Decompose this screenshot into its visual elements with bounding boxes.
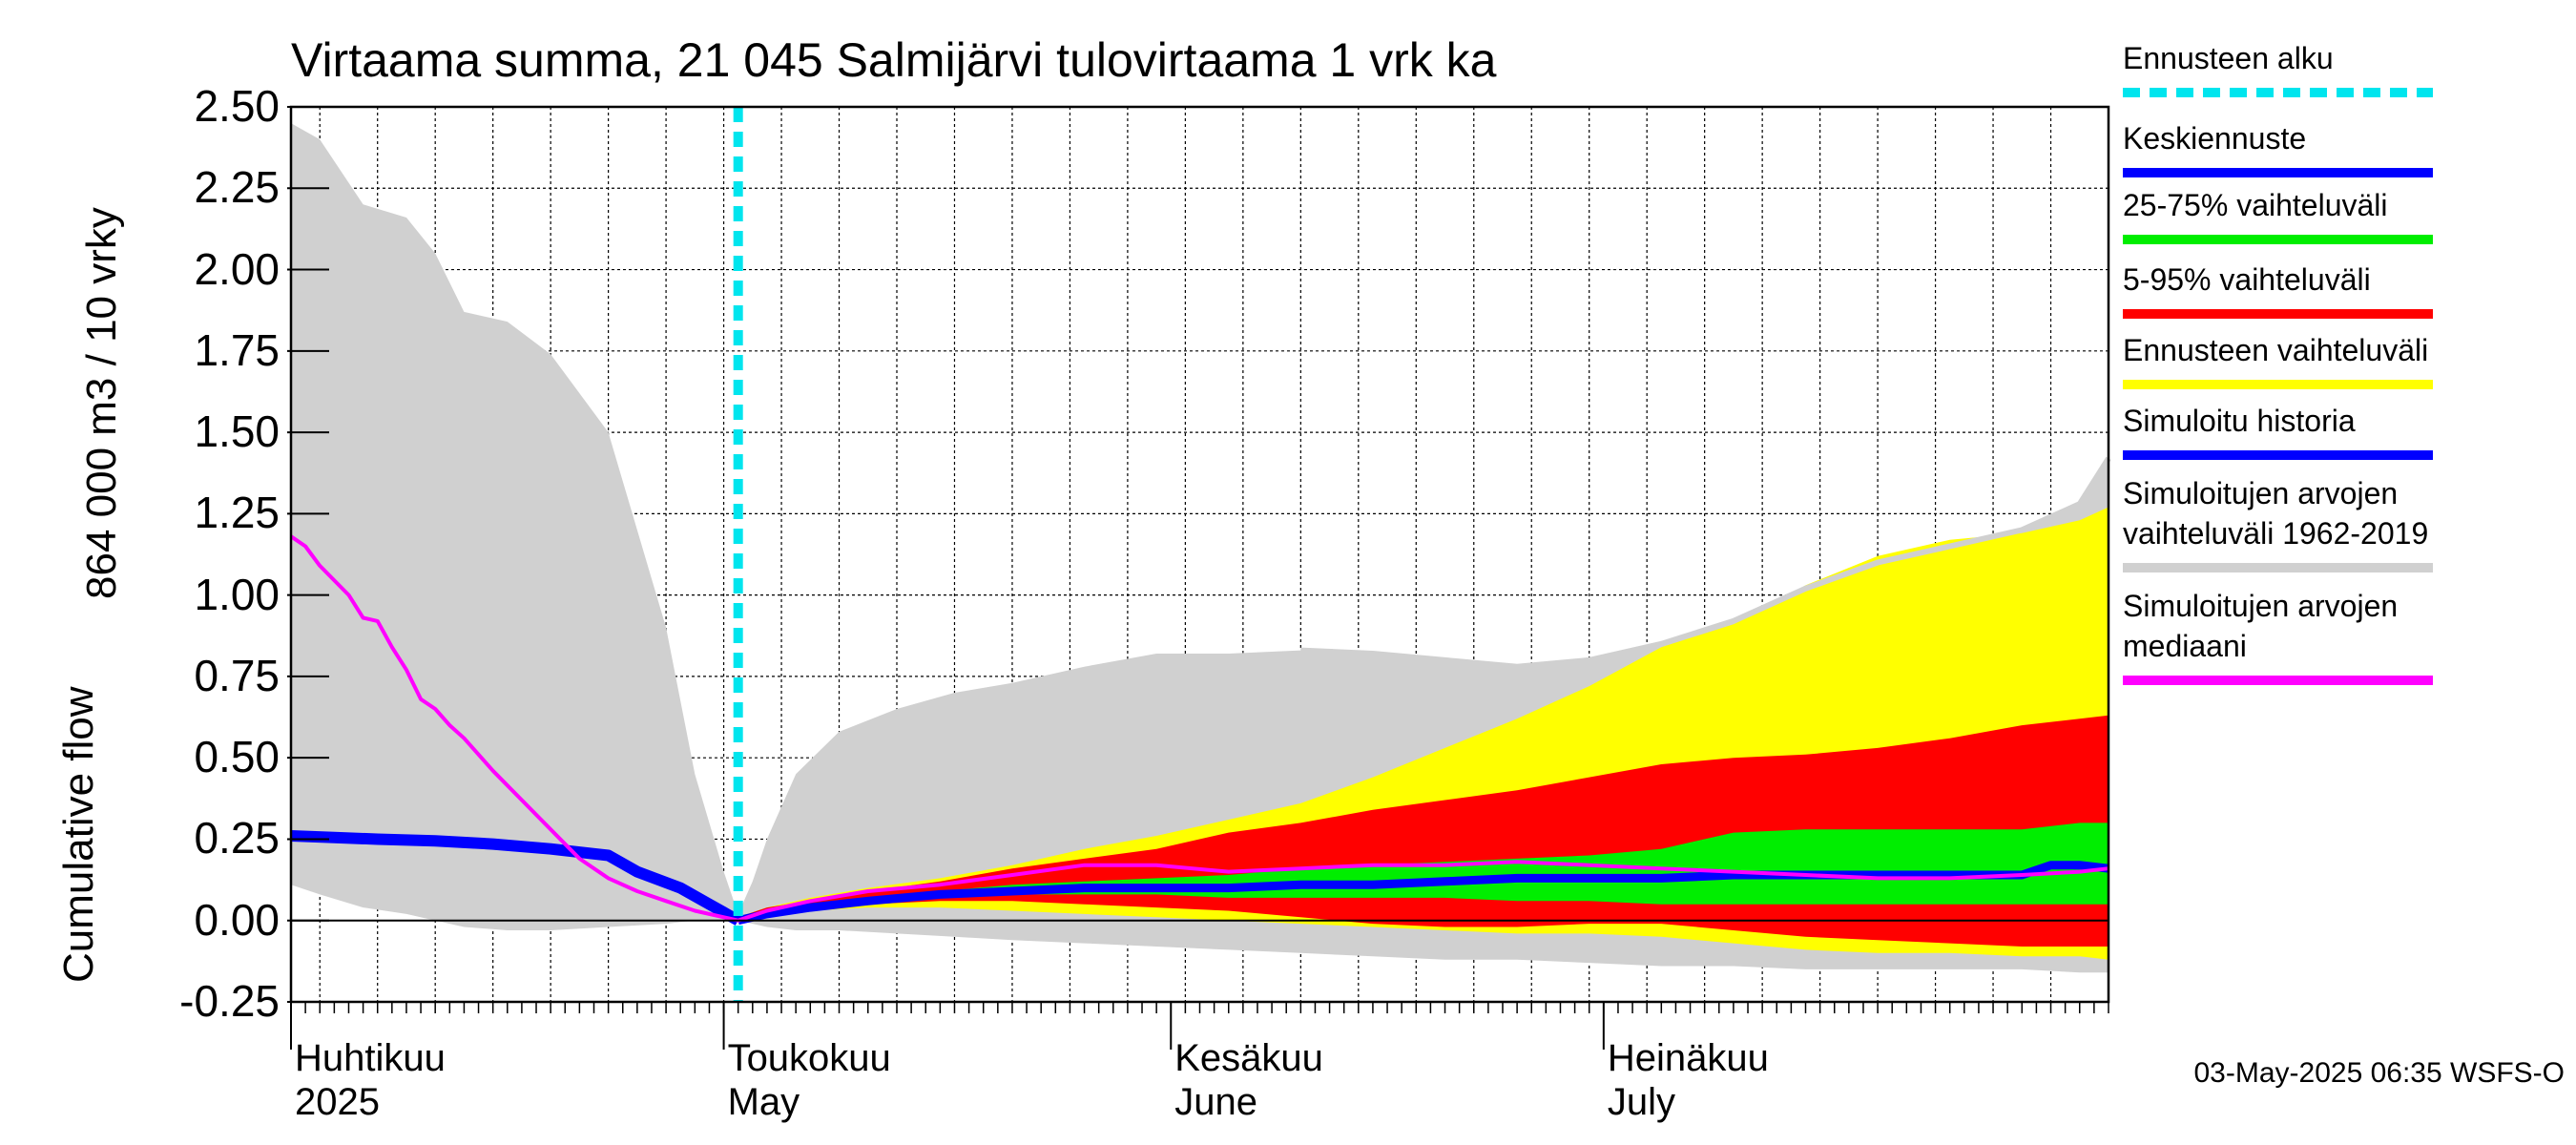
- legend-item: Ennusteen alku: [2123, 38, 2571, 97]
- y-tick-label: 2.25: [194, 162, 280, 213]
- historical-upper-line: [1300, 456, 2111, 670]
- y-tick-label: 0.00: [194, 894, 280, 945]
- y-tick-label: 0.25: [194, 813, 280, 864]
- legend-label: Simuloitujen arvojen vaihteluväli 1962-2…: [2123, 476, 2429, 551]
- y-tick-label: 2.00: [194, 243, 280, 294]
- legend-label: Simuloitu historia: [2123, 404, 2356, 438]
- y-tick-label: 1.75: [194, 324, 280, 375]
- legend-item: Simuloitujen arvojen mediaani: [2123, 586, 2571, 685]
- legend-label: Keskiennuste: [2123, 121, 2307, 156]
- legend-swatch: [2123, 450, 2433, 460]
- legend-item: Simuloitujen arvojen vaihteluväli 1962-2…: [2123, 473, 2571, 572]
- p25-75-band: [737, 822, 2109, 921]
- y-tick-label: 1.50: [194, 406, 280, 457]
- x-month-label: Kesäkuu June: [1174, 1037, 1323, 1123]
- legend-label: Ennusteen alku: [2123, 41, 2334, 75]
- axes: [287, 105, 2110, 1050]
- legend-item: Keskiennuste: [2123, 118, 2571, 177]
- legend-swatch: [2123, 235, 2433, 244]
- legend-item: Simuloitu historia: [2123, 401, 2571, 460]
- x-month-label: Heinäkuu July: [1607, 1037, 1769, 1123]
- y-tick-label: 1.00: [194, 569, 280, 619]
- y-tick-label: 1.25: [194, 488, 280, 538]
- legend-swatch: [2123, 168, 2433, 177]
- legend-swatch: [2123, 676, 2433, 685]
- y-tick-label: 0.75: [194, 650, 280, 700]
- timestamp-footer: 03-May-2025 06:35 WSFS-O: [2193, 1057, 2566, 1089]
- y-tick-label: 0.50: [194, 732, 280, 782]
- legend-label: Simuloitujen arvojen mediaani: [2123, 589, 2399, 663]
- legend-swatch: [2123, 88, 2433, 97]
- x-month-label: Huhtikuu 2025: [295, 1037, 446, 1123]
- legend-label: Ennusteen vaihteluväli: [2123, 333, 2429, 367]
- x-month-label: Toukokuu May: [727, 1037, 891, 1123]
- y-tick-label: -0.25: [179, 976, 280, 1026]
- mean-forecast-line: [737, 861, 2109, 926]
- legend-item: 25-75% vaihteluväli: [2123, 185, 2571, 244]
- y-axis-label-bottom: Cumulative flow: [55, 686, 102, 983]
- chart-title: Virtaama summa, 21 045 Salmijärvi tulovi…: [291, 33, 1497, 87]
- legend-item: 5-95% vaihteluväli: [2123, 260, 2571, 319]
- legend-swatch: [2123, 309, 2433, 319]
- legend-swatch: [2123, 563, 2433, 572]
- y-tick-label: 2.50: [194, 81, 280, 131]
- legend-item: Ennusteen vaihteluväli: [2123, 330, 2571, 389]
- legend-swatch: [2123, 380, 2433, 389]
- legend-label: 5-95% vaihteluväli: [2123, 262, 2371, 297]
- legend-label: 25-75% vaihteluväli: [2123, 188, 2388, 222]
- simulated-history-line: [290, 830, 741, 926]
